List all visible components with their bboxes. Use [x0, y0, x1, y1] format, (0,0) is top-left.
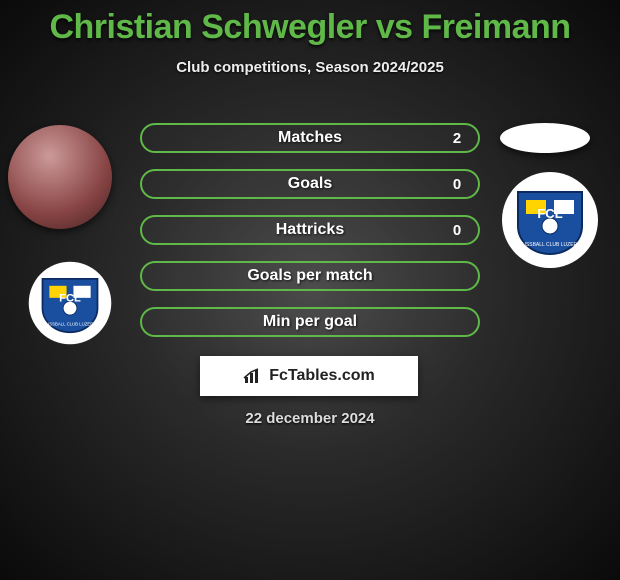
page-title: Christian Schwegler vs Freimann — [0, 0, 620, 47]
stats-container: Matches 2 Goals 0 Hattricks 0 Goals per … — [140, 123, 480, 353]
chart-icon — [243, 368, 263, 384]
svg-text:FCL: FCL — [537, 206, 562, 221]
page-subtitle: Club competitions, Season 2024/2025 — [0, 59, 620, 76]
stat-row-matches: Matches 2 — [140, 123, 480, 153]
stat-row-hattricks: Hattricks 0 — [140, 215, 480, 245]
stat-right-value: 2 — [442, 125, 472, 151]
stat-label: Min per goal — [142, 309, 478, 335]
player1-club-badge: FCL FUSSBALL CLUB LUZERN — [20, 260, 120, 346]
player2-club-badge: FCL FUSSBALL CLUB LUZERN — [500, 170, 600, 270]
stat-label: Goals — [142, 171, 478, 197]
badge-text: FCL — [59, 292, 81, 304]
player1-avatar — [8, 125, 112, 229]
stat-right-value — [442, 263, 472, 289]
stat-right-value: 0 — [442, 217, 472, 243]
stat-row-goals: Goals 0 — [140, 169, 480, 199]
stat-row-gpm: Goals per match — [140, 261, 480, 291]
stat-right-value: 0 — [442, 171, 472, 197]
watermark-text: FcTables.com — [269, 367, 375, 385]
watermark: FcTables.com — [200, 356, 418, 396]
stat-label: Goals per match — [142, 263, 478, 289]
stat-row-mpg: Min per goal — [140, 307, 480, 337]
player2-avatar — [500, 123, 590, 153]
date-text: 22 december 2024 — [0, 410, 620, 427]
svg-text:FUSSBALL CLUB LUZERN: FUSSBALL CLUB LUZERN — [519, 242, 581, 248]
stat-label: Hattricks — [142, 217, 478, 243]
stat-right-value — [442, 309, 472, 335]
stat-label: Matches — [142, 125, 478, 151]
svg-text:FUSSBALL CLUB LUZERN: FUSSBALL CLUB LUZERN — [44, 321, 97, 326]
